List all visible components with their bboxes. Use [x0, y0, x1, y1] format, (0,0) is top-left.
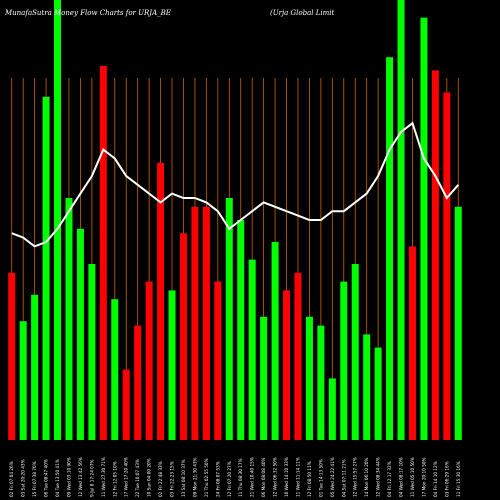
- bar-31: [351, 264, 359, 440]
- bar-22: [248, 259, 256, 440]
- x-tick-label-26: 11 Wed 11:14 11%: [295, 457, 300, 497]
- x-tick-label-24: 12 Wed 06:32 50%: [273, 457, 278, 497]
- bar-30: [340, 281, 348, 440]
- x-tick-label-2: 03 Sat 20:20 43%: [21, 459, 26, 497]
- x-tick-label-3: 15 Fri 07:38 70%: [32, 461, 37, 497]
- bar-12: [134, 325, 142, 440]
- bar-5: [54, 0, 62, 440]
- bar-18: [202, 206, 210, 440]
- x-tick-label-9: 11 Wed 27:30 71%: [101, 457, 106, 497]
- bars: [8, 0, 462, 441]
- chart-title: MunafaSutra Money Flow Charts for URJA_B…: [4, 9, 171, 17]
- bar-27: [305, 316, 313, 440]
- bar-26: [294, 272, 302, 440]
- bar-24: [271, 242, 279, 440]
- x-tick-label-12: 22 Tue 10:07 43%: [135, 459, 140, 497]
- x-tick-label-16: 13 Sat 08:10 37%: [181, 459, 186, 497]
- bar-23: [260, 316, 268, 440]
- bar-2: [19, 321, 27, 440]
- bar-39: [443, 92, 451, 441]
- x-tick-label-17: 09 Mon 21:30 43%: [192, 457, 197, 497]
- x-tick-label-38: 04 Fri 14:10 12%: [433, 461, 438, 497]
- bar-37: [420, 17, 428, 440]
- x-tick-label-31: 12 Wed 15:57 27%: [353, 457, 358, 497]
- x-tick-label-11: 17 Wed 17:20 40%: [124, 457, 129, 497]
- x-tick-label-7: 12 Wed 13:42 56%: [78, 457, 83, 497]
- x-axis-tick-labels: 02 Fri 07:04 26% 03 Sat 20:20 43% 15 Fri 0…: [9, 457, 461, 497]
- bar-3: [31, 294, 39, 440]
- bar-21: [237, 220, 245, 440]
- x-tick-label-33: 12 Wed 08:34 44%: [376, 457, 381, 497]
- bar-19: [214, 281, 222, 440]
- x-tick-label-28: 01 Tue 14:13 50%: [318, 459, 323, 497]
- x-tick-label-29: 05 Wed 24:22 41%: [330, 457, 335, 497]
- bar-9: [99, 66, 107, 440]
- x-tick-label-32: 14 Mon 06:10 20%: [364, 457, 369, 497]
- x-tick-label-5: 04 Tue 13:50 41%: [55, 459, 60, 497]
- x-tick-label-20: 12 Fri 07:20 27%: [227, 461, 232, 497]
- x-tick-label-10: 12 Fri 12:05 10%: [112, 461, 117, 497]
- x-tick-label-27: 12 Fri 08:50 11%: [307, 461, 312, 497]
- x-tick-label-19: 24 Fri 08:07 53%: [215, 461, 220, 497]
- bar-35: [397, 0, 405, 440]
- bar-13: [145, 281, 153, 440]
- x-tick-label-4: 06 Tue 08:47 40%: [44, 459, 49, 497]
- bar-25: [283, 290, 291, 440]
- bar-14: [157, 162, 165, 441]
- bar-1: [8, 272, 16, 440]
- bar-17: [191, 206, 199, 440]
- bar-11: [122, 369, 130, 440]
- bar-6: [65, 198, 73, 440]
- x-tick-label-36: 11 Wed 05:10 50%: [410, 457, 415, 497]
- x-tick-label-18: 21 Thu 02:55 50%: [204, 458, 209, 497]
- x-tick-label-6: 09 Wed 03:10 90%: [66, 457, 71, 497]
- bar-29: [328, 378, 336, 440]
- line-series: [11, 121, 460, 248]
- x-tick-label-39: 03 Fri 06:29 16%: [444, 461, 449, 497]
- money-flow-line: [11, 121, 460, 248]
- x-tick-label-35: 04 Wed 08:17 10%: [399, 457, 404, 497]
- bar-36: [408, 246, 416, 440]
- bar-16: [179, 233, 187, 440]
- bar-32: [363, 334, 371, 440]
- x-tick-label-21: 11 Thu 08:30 17%: [238, 458, 243, 497]
- x-tick-label-1: 02 Fri 07:04 26%: [9, 461, 14, 497]
- bar-4: [42, 96, 50, 441]
- x-tick-label-8: 9-Jul 8 17:24 07%: [89, 459, 94, 497]
- x-tick-label-30: 04 Sat 07:11 21%: [341, 459, 346, 497]
- bar-10: [111, 299, 119, 440]
- chart-title-company: (Urja Global Limit: [270, 9, 334, 17]
- bar-20: [225, 198, 233, 440]
- x-tick-label-22: 21 Wed 10:40 15%: [250, 457, 255, 497]
- bar-8: [88, 264, 96, 440]
- bar-34: [386, 57, 394, 440]
- bar-38: [431, 70, 439, 441]
- x-tick-label-13: 10 Sun 04:00 20%: [147, 458, 152, 497]
- bar-40: [454, 206, 462, 440]
- bar-28: [317, 325, 325, 440]
- bar-33: [374, 347, 382, 440]
- x-tick-label-37: 17 Mon 20:10 50%: [421, 457, 426, 497]
- x-tick-label-34: 04 Fri 12:17 32%: [387, 461, 392, 497]
- bar-7: [76, 228, 84, 440]
- x-tick-label-15: 03 Fri 22:23 15%: [170, 461, 175, 497]
- x-tick-label-40: 11 Fri 15:30 16%: [456, 461, 461, 497]
- x-tick-label-23: 06 Mon 08:08 40%: [261, 457, 266, 497]
- bar-15: [168, 290, 176, 440]
- x-tick-label-14: 02 Fri 22:48 33%: [158, 461, 163, 497]
- x-tick-label-25: 10 Wed 14:10 33%: [284, 457, 289, 497]
